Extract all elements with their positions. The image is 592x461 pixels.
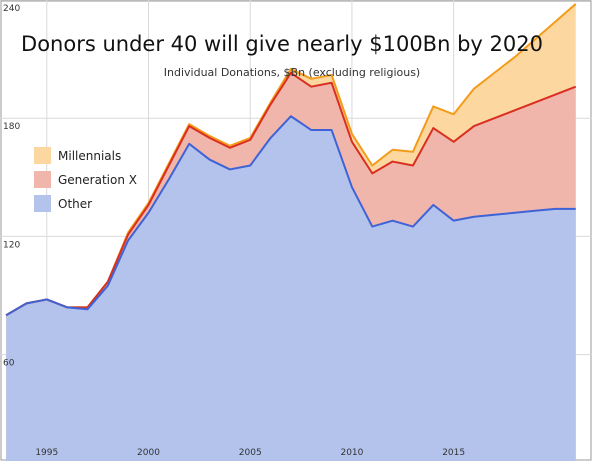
y-tick-label-60: 60 — [3, 359, 15, 369]
series-lines — [5, 3, 577, 317]
y-tick-label-120: 120 — [3, 240, 20, 250]
legend-swatch-millennials — [34, 147, 51, 164]
line-other — [5, 115, 576, 317]
area-other — [6, 116, 576, 461]
legend-label-millennials: Millennials — [58, 149, 121, 163]
x-tick-label-2000: 2000 — [137, 448, 160, 458]
y-tick-label-240: 240 — [3, 4, 20, 14]
x-axis-ticks: 1995 2000 2005 2010 2015 — [35, 448, 465, 458]
line-generation-x — [5, 71, 577, 317]
x-tick-label-2010: 2010 — [340, 448, 363, 458]
chart-subtitle: Individual Donations, $Bn (excluding rel… — [164, 66, 420, 79]
x-tick-label-1995: 1995 — [35, 448, 58, 458]
legend-label-generation-x: Generation X — [58, 173, 137, 187]
area-fills — [6, 3, 576, 461]
x-tick-label-2005: 2005 — [239, 448, 262, 458]
y-tick-label-180: 180 — [3, 122, 20, 132]
y-axis-ticks: 60 120 180 240 — [3, 4, 20, 369]
x-tick-label-2015: 2015 — [442, 448, 465, 458]
legend: Millennials Generation X Other — [34, 147, 137, 212]
legend-swatch-generation-x — [34, 171, 51, 188]
chart-title: Donors under 40 will give nearly $100Bn … — [21, 32, 543, 56]
legend-swatch-other — [34, 195, 51, 212]
legend-label-other: Other — [58, 197, 92, 211]
